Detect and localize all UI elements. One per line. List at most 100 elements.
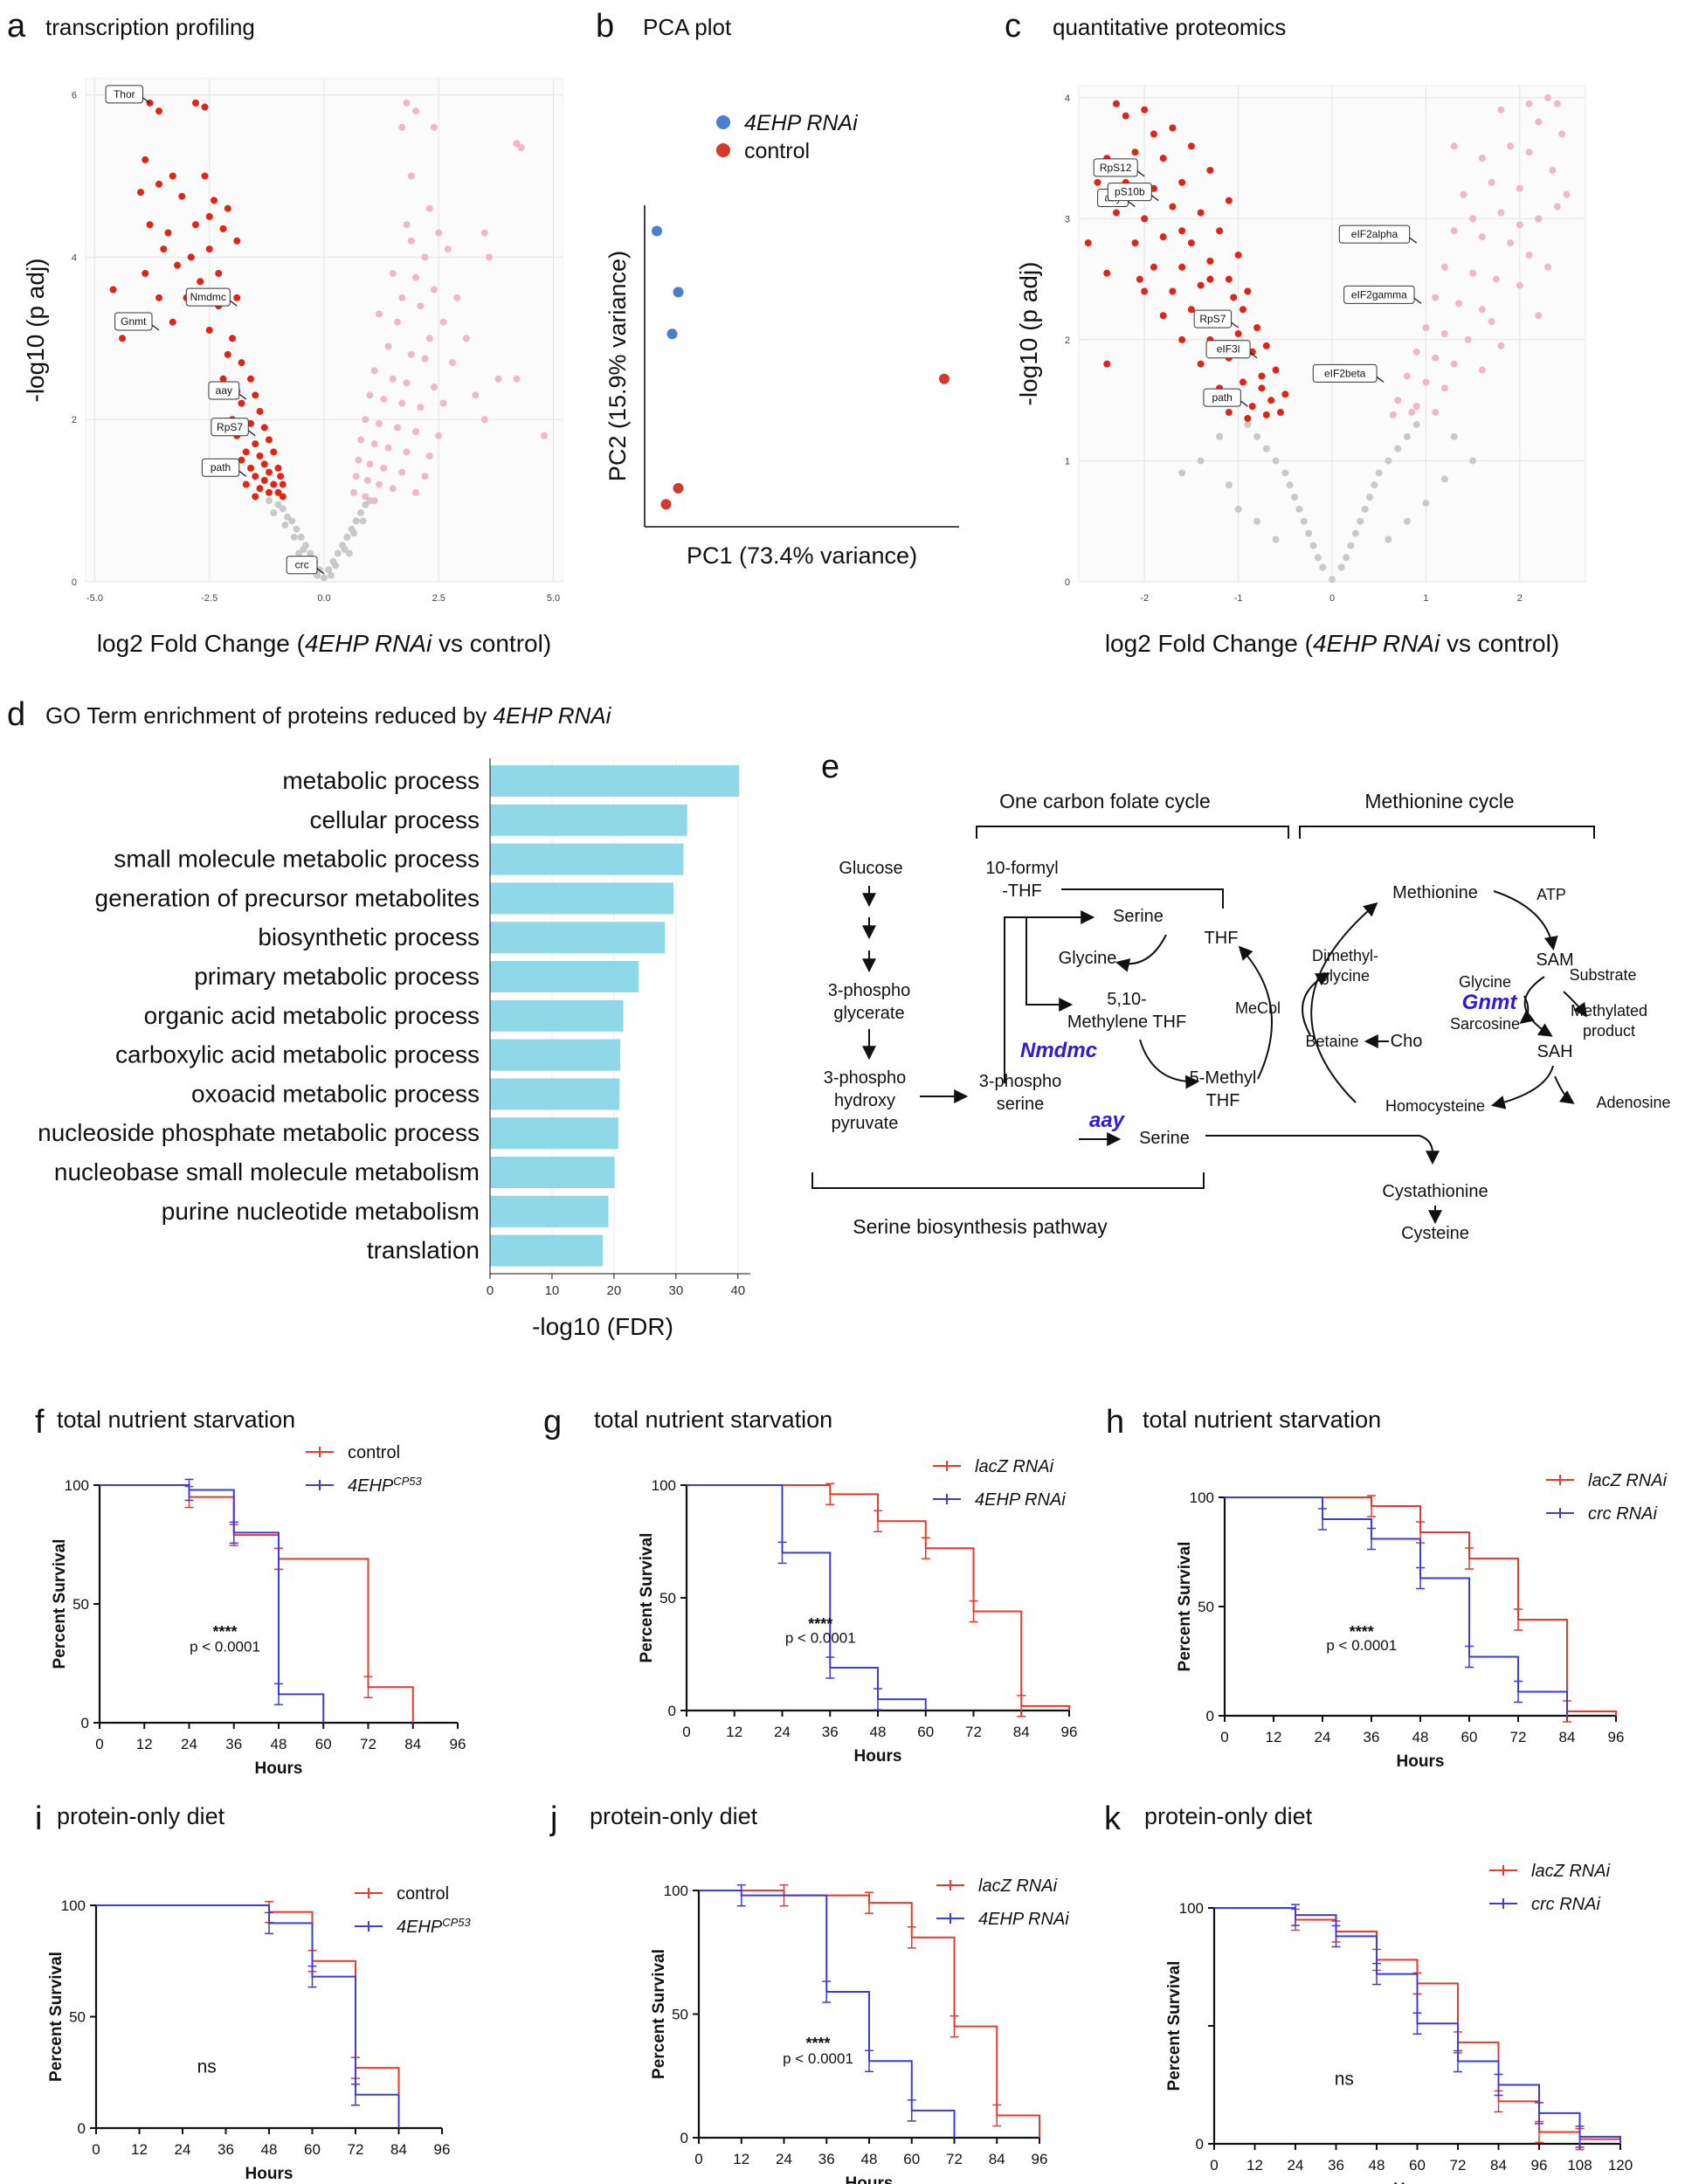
x-axis-label: log2 Fold Change (4EHP RNAi vs control) — [97, 630, 551, 657]
gene-label: crc — [295, 559, 309, 571]
point-down — [279, 480, 287, 488]
arrow-glycine — [1115, 934, 1167, 972]
panel-title-c: quantitative proteomics — [1053, 14, 1286, 40]
pca-point — [652, 225, 662, 237]
y-tick-label: 100 — [1179, 1900, 1204, 1917]
x-tick-label: 120 — [1608, 2157, 1633, 2174]
bar — [490, 1195, 609, 1227]
y-tick-label: 50 — [672, 2007, 688, 2023]
node-cho: Cho — [1391, 1032, 1423, 1051]
x-tick-label: 48 — [870, 1724, 887, 1740]
x-axis-label: log2 Fold Change (4EHP RNAi vs control) — [1105, 630, 1559, 657]
x-tick-label: 72 — [348, 2141, 364, 2158]
gene-label-box — [211, 418, 249, 437]
point-up — [376, 310, 383, 318]
x-tick-label: 12 — [726, 1724, 742, 1740]
node-sam: SAM — [1536, 950, 1573, 970]
point-ns — [281, 521, 289, 529]
point-down — [1178, 263, 1186, 271]
point-down — [142, 269, 149, 277]
point-up — [366, 391, 374, 399]
gene-label-box — [105, 85, 143, 104]
point-down — [242, 480, 250, 488]
category-label: biosynthetic process — [258, 923, 480, 950]
x-tick-label: 108 — [1567, 2157, 1592, 2174]
gene-label: Nmdmc — [190, 291, 226, 303]
panel-letter-e: e — [821, 749, 839, 785]
point-up — [1412, 348, 1420, 356]
point-up — [1492, 275, 1500, 283]
x-axis-label: Hours — [1397, 1752, 1445, 1771]
point-up — [412, 488, 419, 496]
x-tick-label: -2 — [1140, 593, 1149, 604]
bar — [490, 1039, 620, 1071]
point-down — [1112, 209, 1120, 217]
point-up — [394, 318, 401, 326]
point-ns — [274, 501, 282, 508]
node-glycine: Glycine — [1059, 949, 1117, 968]
point-ns — [343, 533, 351, 541]
point-up — [1544, 93, 1552, 101]
gene-label: eIF2beta — [1324, 367, 1366, 379]
point-down — [1253, 324, 1261, 332]
point-down — [247, 375, 254, 383]
point-up — [1488, 178, 1495, 186]
annotation-ns: ns — [197, 2056, 217, 2077]
point-ns — [1385, 457, 1392, 465]
point-down — [1150, 130, 1157, 138]
category-label: translation — [367, 1237, 480, 1264]
point-down — [1178, 227, 1186, 235]
node-glycine-2: Glycine — [1459, 973, 1511, 991]
legend-label: lacZ RNAi — [1588, 1471, 1668, 1490]
point-up — [435, 432, 443, 439]
bar — [490, 1157, 615, 1188]
point-up — [1497, 209, 1505, 217]
gene-label: RpS7 — [1199, 313, 1226, 325]
y-tick-label: 6 — [72, 91, 77, 101]
point-down — [274, 464, 282, 472]
x-tick-label: 10 — [545, 1283, 560, 1298]
bracket-serine — [811, 1172, 1205, 1189]
point-ns — [341, 545, 349, 553]
label-leader — [142, 97, 150, 104]
point-down — [1197, 281, 1205, 289]
bar — [490, 1234, 604, 1267]
pathway-diagram: One carbon folate cycle Methionine cycle G… — [811, 790, 1671, 1243]
category-label: carboxylic acid metabolic process — [115, 1041, 480, 1068]
go-bar-chart: 0 10 20 30 40 metabolic process cellular proce… — [38, 758, 750, 1340]
gene-label-box — [1093, 158, 1138, 177]
point-ns — [1385, 536, 1392, 543]
panel-letter-b: b — [596, 8, 614, 45]
x-tick-label: 60 — [1461, 1729, 1478, 1745]
point-up — [1553, 100, 1561, 107]
node-glycerate: glycerate — [833, 1004, 904, 1023]
y-tick-label: 50 — [73, 1596, 89, 1613]
x-tick-label: 12 — [136, 1736, 153, 1752]
panel-title-j: protein-only diet — [590, 1803, 758, 1829]
legend-label: control — [397, 1884, 449, 1904]
point-up — [1432, 409, 1440, 417]
x-tick-label: 60 — [917, 1724, 934, 1740]
y-tick-label: 100 — [65, 1477, 89, 1494]
point-ns — [1403, 432, 1411, 440]
point-up — [1478, 233, 1486, 241]
point-ns — [1371, 481, 1378, 489]
point-down — [1206, 275, 1214, 283]
point-up — [403, 448, 411, 456]
point-up — [1516, 281, 1523, 289]
node-atp: ATP — [1537, 886, 1566, 903]
x-tick-label: 24 — [175, 2141, 191, 2158]
x-tick-label: 96 — [1061, 1724, 1078, 1740]
point-down — [1262, 411, 1270, 418]
point-up — [1507, 142, 1515, 150]
bracket-one-carbon — [976, 826, 1289, 839]
node-adenosine: Adenosine — [1596, 1094, 1670, 1111]
legend-label: 4EHP RNAi — [744, 111, 859, 135]
point-up — [462, 335, 470, 342]
arrow-to-serine — [1004, 910, 1095, 926]
point-up — [376, 480, 383, 488]
point-down — [174, 261, 181, 269]
node-formyl-thf: -THF — [1002, 881, 1042, 901]
point-ns — [332, 562, 340, 570]
point-up — [1450, 360, 1458, 368]
